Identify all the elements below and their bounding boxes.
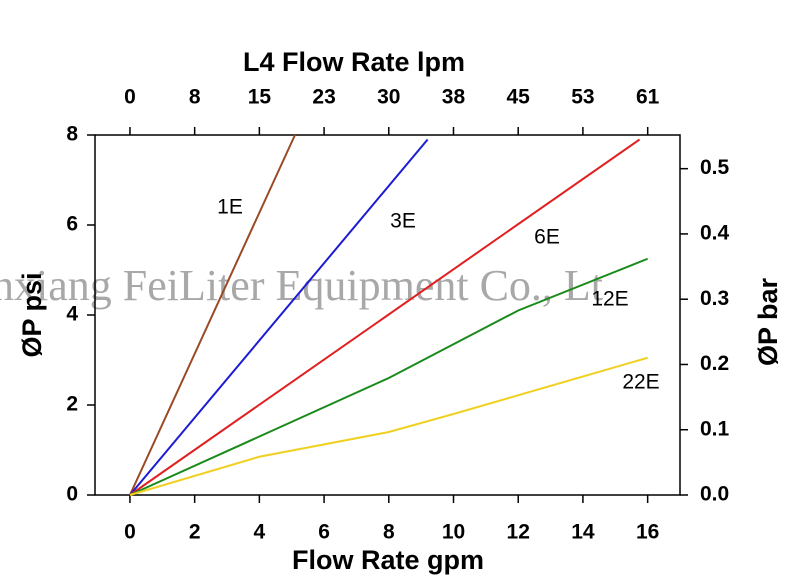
x-axis-title: Flow Rate gpm xyxy=(292,545,484,575)
x-tick-label: 6 xyxy=(318,521,330,544)
top-tick-label: 53 xyxy=(571,86,594,109)
y2-tick-label: 0.1 xyxy=(700,417,730,440)
series-label: 1E xyxy=(217,196,243,219)
y-tick-label: 0 xyxy=(66,483,78,506)
x-tick-label: 4 xyxy=(254,521,266,544)
y2-tick-label: 0.4 xyxy=(700,221,730,244)
top-tick-label: 0 xyxy=(124,86,136,109)
top-tick-label: 8 xyxy=(189,86,201,109)
series-line xyxy=(129,138,429,496)
top-tick-label: 61 xyxy=(636,86,660,109)
y-tick-label: 6 xyxy=(66,213,78,236)
top-tick-label: 45 xyxy=(507,86,531,109)
y-tick-label: 8 xyxy=(66,123,78,146)
top-tick-label: 15 xyxy=(248,86,272,109)
series-line xyxy=(129,138,641,496)
series-line xyxy=(129,257,649,496)
y2-tick-label: 0.2 xyxy=(700,352,729,375)
x-tick-label: 10 xyxy=(442,521,465,544)
y-tick-label: 2 xyxy=(66,393,78,416)
x-tick-label: 8 xyxy=(383,521,395,544)
series-label: 12E xyxy=(591,288,628,311)
y2-tick-label: 0.0 xyxy=(700,483,729,506)
y-tick-label: 4 xyxy=(66,303,78,326)
top-tick-label: 38 xyxy=(442,86,466,109)
x-tick-label: 14 xyxy=(571,521,595,544)
series-line xyxy=(129,134,296,496)
top-axis-title: L4 Flow Rate lpm xyxy=(243,47,465,77)
y-axis-title: ØP psi xyxy=(17,272,47,357)
series-line xyxy=(129,356,648,496)
top-tick-label: 23 xyxy=(312,86,335,109)
x-tick-label: 16 xyxy=(636,521,659,544)
x-tick-label: 2 xyxy=(189,521,201,544)
series-label: 22E xyxy=(622,371,659,394)
x-tick-label: 0 xyxy=(124,521,136,544)
series-label: 3E xyxy=(390,210,416,233)
watermark: nxiang FeiLiter Equipment Co., Lt xyxy=(0,261,603,310)
top-tick-label: 30 xyxy=(377,86,400,109)
y2-tick-label: 0.5 xyxy=(700,156,730,179)
x-tick-label: 12 xyxy=(507,521,530,544)
y2-tick-label: 0.3 xyxy=(700,287,729,310)
y2-axis-title: ØP bar xyxy=(753,277,783,366)
series-label: 6E xyxy=(534,226,560,249)
